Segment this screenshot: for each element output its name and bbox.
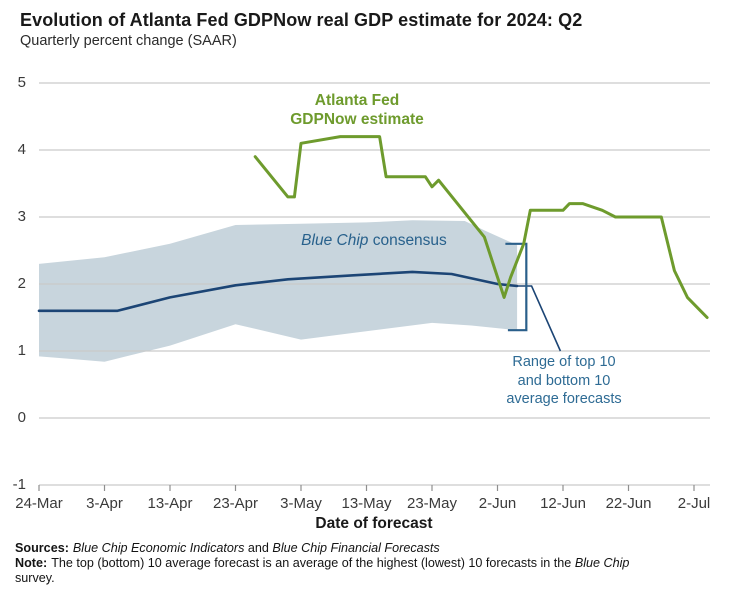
y-tick-label--1: -1 [12, 476, 26, 493]
x-tick-label-2-Jul: 2-Jul [677, 495, 711, 512]
note-text-2: survey. [15, 570, 55, 585]
series-label-gdpnow: Atlanta Fed GDPNow estimate [246, 91, 468, 129]
series-line-atlanta-fed-gdpnow-estimate [253, 135, 709, 319]
footnotes: Sources: Blue Chip Economic Indicators an… [15, 541, 660, 585]
annotation-range-line1: Range of top 10 [512, 354, 616, 370]
y-tick-label-3: 3 [17, 208, 26, 225]
x-axis-title: Date of forecast [315, 515, 433, 532]
x-tick-label-23-Apr: 23-Apr [212, 495, 259, 512]
series-label-bluechip: Blue Chip consensus [254, 232, 494, 250]
x-tick-label-22-Jun: 22-Jun [605, 495, 652, 512]
note-text-1: The top (bottom) 10 average forecast is … [51, 555, 575, 570]
x-tick-label-3-Apr: 3-Apr [86, 495, 123, 512]
annotation-range-line3: average forecasts [506, 391, 622, 407]
chart-subtitle: Quarterly percent change (SAAR) [20, 33, 237, 49]
range-annotation-leader-line [517, 285, 562, 352]
annotation-range-label: Range of top 10 and bottom 10 average fo… [478, 353, 650, 409]
y-tick-label-1: 1 [17, 342, 26, 359]
y-tick-label-4: 4 [17, 141, 26, 158]
x-tick-label-2-Jun: 2-Jun [478, 495, 517, 512]
sources-pub-2: Blue Chip Financial Forecasts [272, 541, 440, 555]
series-line-blue-chip-consensus [37, 270, 519, 313]
y-tick-label-0: 0 [17, 409, 26, 426]
series-label-gdpnow-line2: GDPNow estimate [290, 111, 424, 128]
sources-label: Sources: [15, 541, 69, 555]
x-tick-label-13-Apr: 13-Apr [147, 495, 193, 512]
range-band [39, 220, 518, 362]
y-tick-label-5: 5 [17, 74, 26, 91]
chart-title: Evolution of Atlanta Fed GDPNow real GDP… [20, 10, 583, 30]
note-line: Note: The top (bottom) 10 average forecas… [15, 556, 660, 586]
x-tick-label-23-May: 23-May [406, 495, 458, 512]
x-tick-label-24-Mar: 24-Mar [15, 495, 63, 512]
x-tick-label-13-May: 13-May [341, 495, 392, 512]
annotation-range-line2: and bottom 10 [517, 372, 611, 389]
note-label: Note: [15, 555, 48, 570]
sources-mid: and [244, 541, 273, 555]
series-label-gdpnow-line1: Atlanta Fed [314, 92, 400, 109]
sources-pub-1: Blue Chip Economic Indicators [72, 541, 245, 555]
sources-line: Sources: Blue Chip Economic Indicators an… [15, 541, 660, 556]
range-bracket [505, 242, 528, 332]
series-label-bluechip-regular: consensus [368, 232, 447, 249]
x-tick-label-3-May: 3-May [280, 495, 322, 512]
note-italic: Blue Chip [574, 555, 630, 570]
series-label-bluechip-italic: Blue Chip [301, 232, 369, 249]
x-tick-label-12-Jun: 12-Jun [540, 495, 586, 512]
y-tick-label-2: 2 [17, 275, 26, 292]
